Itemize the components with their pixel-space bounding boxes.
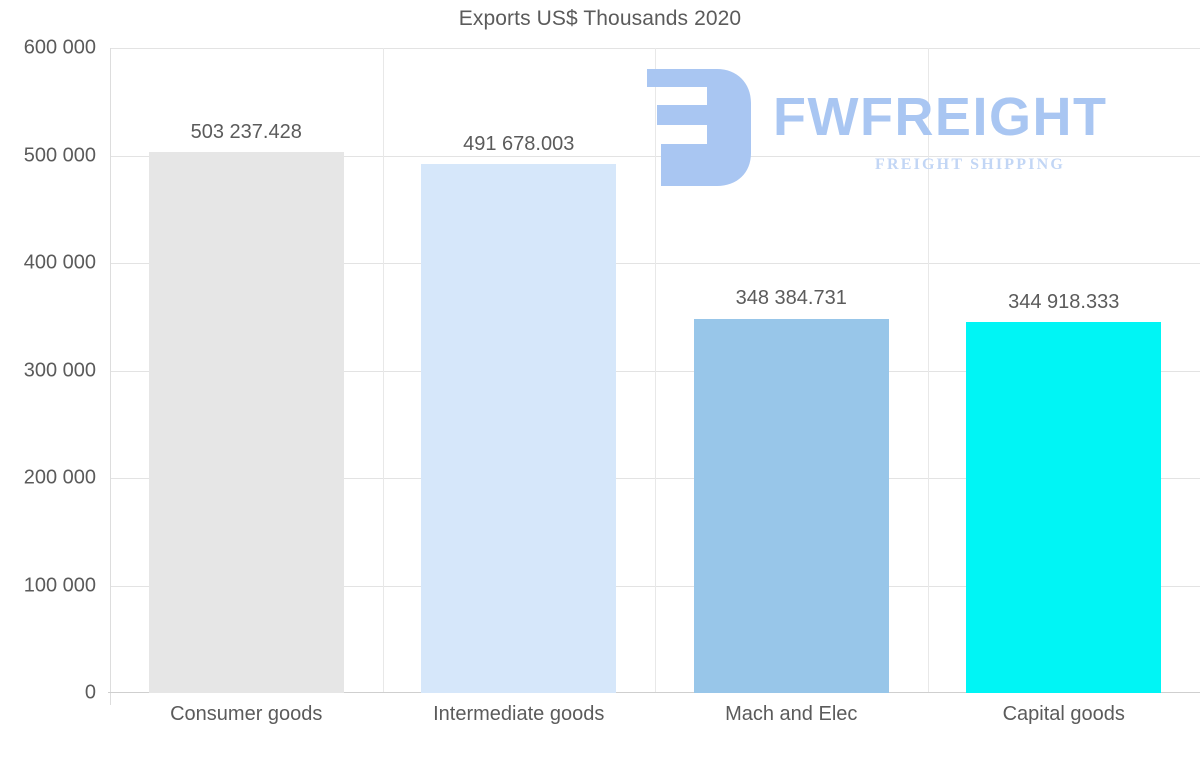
y-axis-tick-label: 500 000 [23, 144, 96, 166]
chart-title: Exports US$ Thousands 2020 [458, 7, 742, 30]
x-axis-tick-label: Mach and Elec [725, 703, 858, 725]
category-separator [655, 48, 656, 693]
bar-value-label: 348 384.731 [735, 287, 847, 310]
x-axis-tick-label: Capital goods [1002, 703, 1125, 725]
x-axis-line [108, 692, 1200, 693]
y-axis-tick-label: 400 000 [23, 251, 96, 274]
plot-area: 503 237.428 491 678.003 348 384.731 344 918… [108, 48, 1200, 705]
bar-consumer-goods[interactable] [148, 152, 344, 693]
x-axis-tick-label: Intermediate goods [433, 703, 605, 725]
bar-intermediate-goods[interactable] [421, 164, 617, 693]
bar-value-label: 503 237.428 [190, 121, 302, 144]
bar-capital-goods[interactable] [966, 322, 1162, 693]
bar-value-label: 491 678.003 [463, 133, 575, 156]
y-axis-tick-label: 200 000 [23, 466, 96, 489]
y-axis-tick-label: 600 000 [23, 36, 96, 59]
y-axis-tick-label: 100 000 [23, 574, 96, 596]
y-axis-tick-label: 0 [84, 681, 96, 704]
category-separator [110, 48, 111, 705]
y-axis-tick-label: 300 000 [23, 359, 96, 381]
bar-mach-and-elec[interactable] [693, 318, 889, 693]
category-separator [382, 48, 384, 693]
x-axis-tick-label: Consumer goods [170, 703, 323, 725]
bar-value-label: 344 918.333 [1008, 291, 1120, 314]
category-separator [927, 48, 929, 693]
